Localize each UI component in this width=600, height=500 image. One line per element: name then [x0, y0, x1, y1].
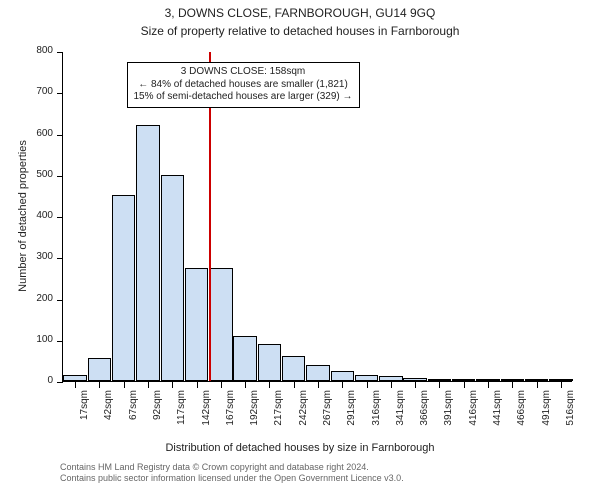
- y-tick: [57, 135, 63, 136]
- footer-line-2: Contains public sector information licen…: [60, 473, 590, 484]
- x-tick-label: 366sqm: [419, 390, 430, 440]
- x-tick: [148, 382, 149, 388]
- address-title: 3, DOWNS CLOSE, FARNBOROUGH, GU14 9GQ: [0, 6, 600, 20]
- x-tick-label: 516sqm: [565, 390, 576, 440]
- x-tick: [172, 382, 173, 388]
- histogram-bar: [209, 268, 232, 381]
- x-tick-label: 67sqm: [128, 390, 139, 440]
- histogram-bar: [476, 379, 499, 381]
- y-tick-label: 500: [13, 169, 53, 180]
- x-tick: [245, 382, 246, 388]
- x-tick: [512, 382, 513, 388]
- x-tick: [391, 382, 392, 388]
- x-tick: [75, 382, 76, 388]
- histogram-bar: [549, 379, 572, 381]
- y-tick-label: 300: [13, 251, 53, 262]
- x-tick: [367, 382, 368, 388]
- y-tick-label: 800: [13, 45, 53, 56]
- histogram-bar: [233, 336, 256, 381]
- x-tick-label: 217sqm: [273, 390, 284, 440]
- x-tick-label: 416sqm: [468, 390, 479, 440]
- y-tick: [57, 217, 63, 218]
- footer-attribution: Contains HM Land Registry data © Crown c…: [60, 462, 590, 485]
- x-tick: [488, 382, 489, 388]
- histogram-bar: [258, 344, 281, 381]
- y-tick-label: 0: [13, 375, 53, 386]
- x-tick-label: 441sqm: [492, 390, 503, 440]
- y-tick: [57, 382, 63, 383]
- x-tick-label: 242sqm: [298, 390, 309, 440]
- x-tick: [99, 382, 100, 388]
- x-tick-label: 92sqm: [152, 390, 163, 440]
- y-tick: [57, 300, 63, 301]
- x-tick-label: 391sqm: [443, 390, 454, 440]
- x-tick: [537, 382, 538, 388]
- annotation-line: ← 84% of detached houses are smaller (1,…: [134, 79, 353, 92]
- histogram-bar: [331, 371, 354, 381]
- histogram-bar: [185, 268, 208, 381]
- x-tick-label: 117sqm: [176, 390, 187, 440]
- histogram-bar: [403, 378, 426, 381]
- histogram-bar: [379, 376, 402, 381]
- histogram-bar: [88, 358, 111, 381]
- histogram-bar: [525, 379, 548, 381]
- x-tick: [124, 382, 125, 388]
- x-tick: [561, 382, 562, 388]
- x-axis-label: Distribution of detached houses by size …: [0, 442, 600, 454]
- x-tick-label: 17sqm: [79, 390, 90, 440]
- x-tick: [294, 382, 295, 388]
- y-tick-label: 400: [13, 210, 53, 221]
- y-tick-label: 100: [13, 334, 53, 345]
- y-tick: [57, 93, 63, 94]
- x-tick-label: 291sqm: [346, 390, 357, 440]
- histogram-bar: [63, 375, 86, 381]
- x-tick-label: 42sqm: [103, 390, 114, 440]
- histogram-bar: [428, 379, 451, 381]
- y-tick-label: 700: [13, 86, 53, 97]
- x-tick: [464, 382, 465, 388]
- y-tick: [57, 258, 63, 259]
- x-tick: [415, 382, 416, 388]
- x-tick-label: 267sqm: [322, 390, 333, 440]
- histogram-bar: [452, 379, 475, 381]
- plot-area: 010020030040050060070080017sqm42sqm67sqm…: [62, 52, 572, 382]
- histogram-bar: [355, 375, 378, 381]
- x-tick: [269, 382, 270, 388]
- y-tick-label: 600: [13, 128, 53, 139]
- x-tick: [197, 382, 198, 388]
- histogram-bar: [112, 195, 135, 381]
- chart-subtitle: Size of property relative to detached ho…: [0, 24, 600, 38]
- chart-container: 3, DOWNS CLOSE, FARNBOROUGH, GU14 9GQ Si…: [0, 0, 600, 500]
- annotation-box: 3 DOWNS CLOSE: 158sqm← 84% of detached h…: [127, 62, 360, 108]
- x-tick-label: 142sqm: [201, 390, 212, 440]
- y-tick-label: 200: [13, 293, 53, 304]
- x-tick-label: 466sqm: [516, 390, 527, 440]
- x-tick-label: 316sqm: [371, 390, 382, 440]
- x-tick-label: 341sqm: [395, 390, 406, 440]
- x-tick-label: 167sqm: [225, 390, 236, 440]
- x-tick: [439, 382, 440, 388]
- histogram-bar: [136, 125, 159, 381]
- x-tick: [221, 382, 222, 388]
- histogram-bar: [501, 379, 524, 381]
- annotation-line: 15% of semi-detached houses are larger (…: [134, 91, 353, 104]
- annotation-line: 3 DOWNS CLOSE: 158sqm: [134, 66, 353, 79]
- histogram-bar: [282, 356, 305, 381]
- x-tick-label: 491sqm: [541, 390, 552, 440]
- x-tick: [342, 382, 343, 388]
- x-tick: [318, 382, 319, 388]
- y-tick: [57, 341, 63, 342]
- histogram-bar: [161, 175, 184, 381]
- footer-line-1: Contains HM Land Registry data © Crown c…: [60, 462, 590, 473]
- x-tick-label: 192sqm: [249, 390, 260, 440]
- y-tick: [57, 52, 63, 53]
- y-tick: [57, 176, 63, 177]
- histogram-bar: [306, 365, 329, 382]
